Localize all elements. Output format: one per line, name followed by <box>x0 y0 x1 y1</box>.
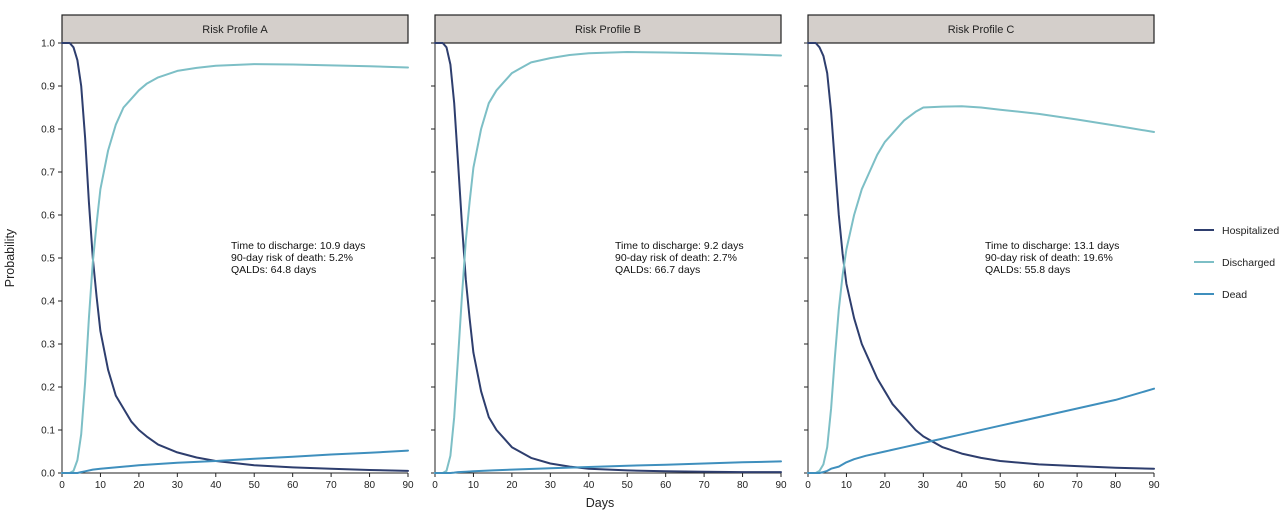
annotation-line: Time to discharge: 10.9 days <box>231 240 365 252</box>
series-line-dead <box>61 449 409 474</box>
y-tick-label: 0.3 <box>41 340 55 351</box>
annotation-line: QALDs: 64.8 days <box>231 264 316 276</box>
x-tick-label: 40 <box>956 480 968 491</box>
x-tick-label: 10 <box>841 480 853 491</box>
annotation-line: 90-day risk of death: 19.6% <box>985 252 1113 264</box>
y-tick-label: 0.8 <box>41 125 55 136</box>
panel-strip <box>807 14 1155 44</box>
x-tick-label: 80 <box>737 480 749 491</box>
annotation-line: Time to discharge: 9.2 days <box>615 240 744 252</box>
x-tick-label: 90 <box>775 480 787 491</box>
legend-item-dead: Dead <box>1194 289 1247 301</box>
x-tick-label: 10 <box>95 480 107 491</box>
legend-label: Discharged <box>1222 257 1275 269</box>
series-line-hospitalized <box>434 42 782 474</box>
y-tick-label: 0.0 <box>41 469 55 480</box>
annotation-line: QALDs: 66.7 days <box>615 264 700 276</box>
series-line-discharged <box>61 63 409 474</box>
panel-title: Risk Profile C <box>948 24 1015 36</box>
panel-risk-profile-a: Risk Profile A 0 10 20 30 40 50 60 70 80 90 0.0 0.1 0… <box>41 14 414 491</box>
x-tick-label: 70 <box>1072 480 1084 491</box>
x-tick-label: 90 <box>402 480 414 491</box>
x-tick-label: 0 <box>805 480 811 491</box>
x-tick-label: 60 <box>1033 480 1045 491</box>
legend-item-hospitalized: Hospitalized <box>1194 225 1279 237</box>
x-tick-label: 50 <box>622 480 634 491</box>
y-tick-label: 0.1 <box>41 426 55 437</box>
y-tick-label: 0.5 <box>41 254 55 265</box>
y-tick-label: 0.2 <box>41 383 55 394</box>
panel-risk-profile-b: Risk Profile B 0 10 20 30 40 50 60 70 80 90 Time to… <box>431 14 787 491</box>
y-tick-label: 0.9 <box>41 82 55 93</box>
annotation-line: 90-day risk of death: 2.7% <box>615 252 737 264</box>
panel-title: Risk Profile B <box>575 24 641 36</box>
legend-label: Hospitalized <box>1222 225 1279 237</box>
y-axis-title: Probability <box>3 228 17 287</box>
panel-strip <box>434 14 782 44</box>
x-tick-label: 50 <box>995 480 1007 491</box>
panels-layer: Risk Profile A 0 10 20 30 40 50 60 70 80 90 0.0 0.1 0… <box>41 14 1160 491</box>
x-tick-label: 50 <box>249 480 261 491</box>
legend-label: Dead <box>1222 289 1247 301</box>
series-line-dead <box>434 460 782 474</box>
legend: Hospitalized Discharged Dead <box>1194 225 1279 301</box>
annotation-line: 90-day risk of death: 5.2% <box>231 252 353 264</box>
y-tick-label: 0.6 <box>41 211 55 222</box>
x-tick-label: 40 <box>583 480 595 491</box>
series-line-discharged <box>434 51 782 474</box>
x-tick-label: 70 <box>326 480 338 491</box>
x-tick-label: 90 <box>1148 480 1160 491</box>
series-line-dead <box>807 387 1155 474</box>
series-line-hospitalized <box>807 42 1155 470</box>
x-axis-title: Days <box>586 496 614 510</box>
annotation-line: Time to discharge: 13.1 days <box>985 240 1119 252</box>
x-tick-label: 10 <box>468 480 480 491</box>
x-tick-label: 60 <box>287 480 299 491</box>
x-tick-label: 70 <box>699 480 711 491</box>
y-tick-label: 0.7 <box>41 168 55 179</box>
x-tick-label: 40 <box>210 480 222 491</box>
x-tick-label: 30 <box>545 480 557 491</box>
x-tick-label: 20 <box>879 480 891 491</box>
panel-title: Risk Profile A <box>202 24 268 36</box>
panel-strip <box>61 14 409 44</box>
x-tick-label: 20 <box>133 480 145 491</box>
x-tick-label: 80 <box>364 480 376 491</box>
x-tick-label: 30 <box>172 480 184 491</box>
x-tick-label: 0 <box>59 480 65 491</box>
series-line-discharged <box>807 105 1155 474</box>
y-tick-label: 1.0 <box>41 39 55 50</box>
x-tick-label: 80 <box>1110 480 1122 491</box>
panel-risk-profile-c: Risk Profile C 0 10 20 30 40 50 60 70 80 90 Time to… <box>804 14 1160 491</box>
legend-item-discharged: Discharged <box>1194 257 1275 269</box>
y-tick-label: 0.4 <box>41 297 55 308</box>
series-line-hospitalized <box>61 42 409 472</box>
x-tick-label: 20 <box>506 480 518 491</box>
x-tick-label: 60 <box>660 480 672 491</box>
x-tick-label: 0 <box>432 480 438 491</box>
annotation-line: QALDs: 55.8 days <box>985 264 1070 276</box>
x-tick-label: 30 <box>918 480 930 491</box>
